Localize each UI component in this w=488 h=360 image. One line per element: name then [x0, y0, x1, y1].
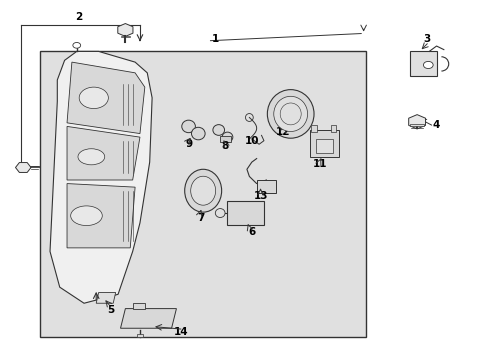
- Text: 8: 8: [221, 141, 228, 151]
- Text: 14: 14: [174, 327, 188, 337]
- Ellipse shape: [222, 132, 232, 142]
- Bar: [310, 125, 316, 132]
- Circle shape: [423, 62, 432, 68]
- Bar: [220, 136, 230, 143]
- Ellipse shape: [78, 149, 104, 165]
- Ellipse shape: [215, 208, 224, 217]
- Text: 10: 10: [244, 136, 259, 146]
- Bar: [227, 202, 264, 225]
- Bar: [409, 51, 436, 76]
- Text: 7: 7: [197, 212, 204, 222]
- Ellipse shape: [184, 169, 221, 212]
- Text: 6: 6: [248, 227, 255, 237]
- Polygon shape: [67, 184, 135, 248]
- Polygon shape: [67, 62, 144, 134]
- Text: 3: 3: [422, 34, 429, 44]
- Ellipse shape: [182, 120, 195, 133]
- Bar: [330, 125, 336, 132]
- Bar: [409, 123, 423, 126]
- Ellipse shape: [212, 125, 224, 135]
- Bar: [136, 334, 143, 337]
- Circle shape: [73, 42, 81, 48]
- Bar: [315, 139, 333, 153]
- Text: 11: 11: [312, 159, 326, 169]
- Polygon shape: [96, 293, 116, 303]
- Text: 12: 12: [276, 127, 290, 137]
- Text: 1: 1: [211, 34, 219, 44]
- Polygon shape: [67, 126, 140, 180]
- Bar: [309, 130, 339, 157]
- Bar: [256, 180, 276, 193]
- Polygon shape: [120, 309, 176, 328]
- Text: 5: 5: [107, 305, 114, 315]
- Ellipse shape: [245, 113, 253, 121]
- Ellipse shape: [79, 87, 108, 109]
- Ellipse shape: [190, 176, 215, 205]
- Ellipse shape: [191, 127, 204, 140]
- Ellipse shape: [280, 103, 301, 125]
- Ellipse shape: [71, 206, 102, 226]
- Ellipse shape: [267, 90, 313, 138]
- Text: 13: 13: [254, 191, 268, 201]
- Ellipse shape: [273, 96, 307, 131]
- Polygon shape: [50, 51, 152, 303]
- Text: 2: 2: [76, 13, 82, 22]
- Text: 4: 4: [432, 120, 439, 130]
- Bar: [132, 303, 144, 309]
- Bar: [40, 51, 366, 337]
- Text: 9: 9: [184, 139, 192, 149]
